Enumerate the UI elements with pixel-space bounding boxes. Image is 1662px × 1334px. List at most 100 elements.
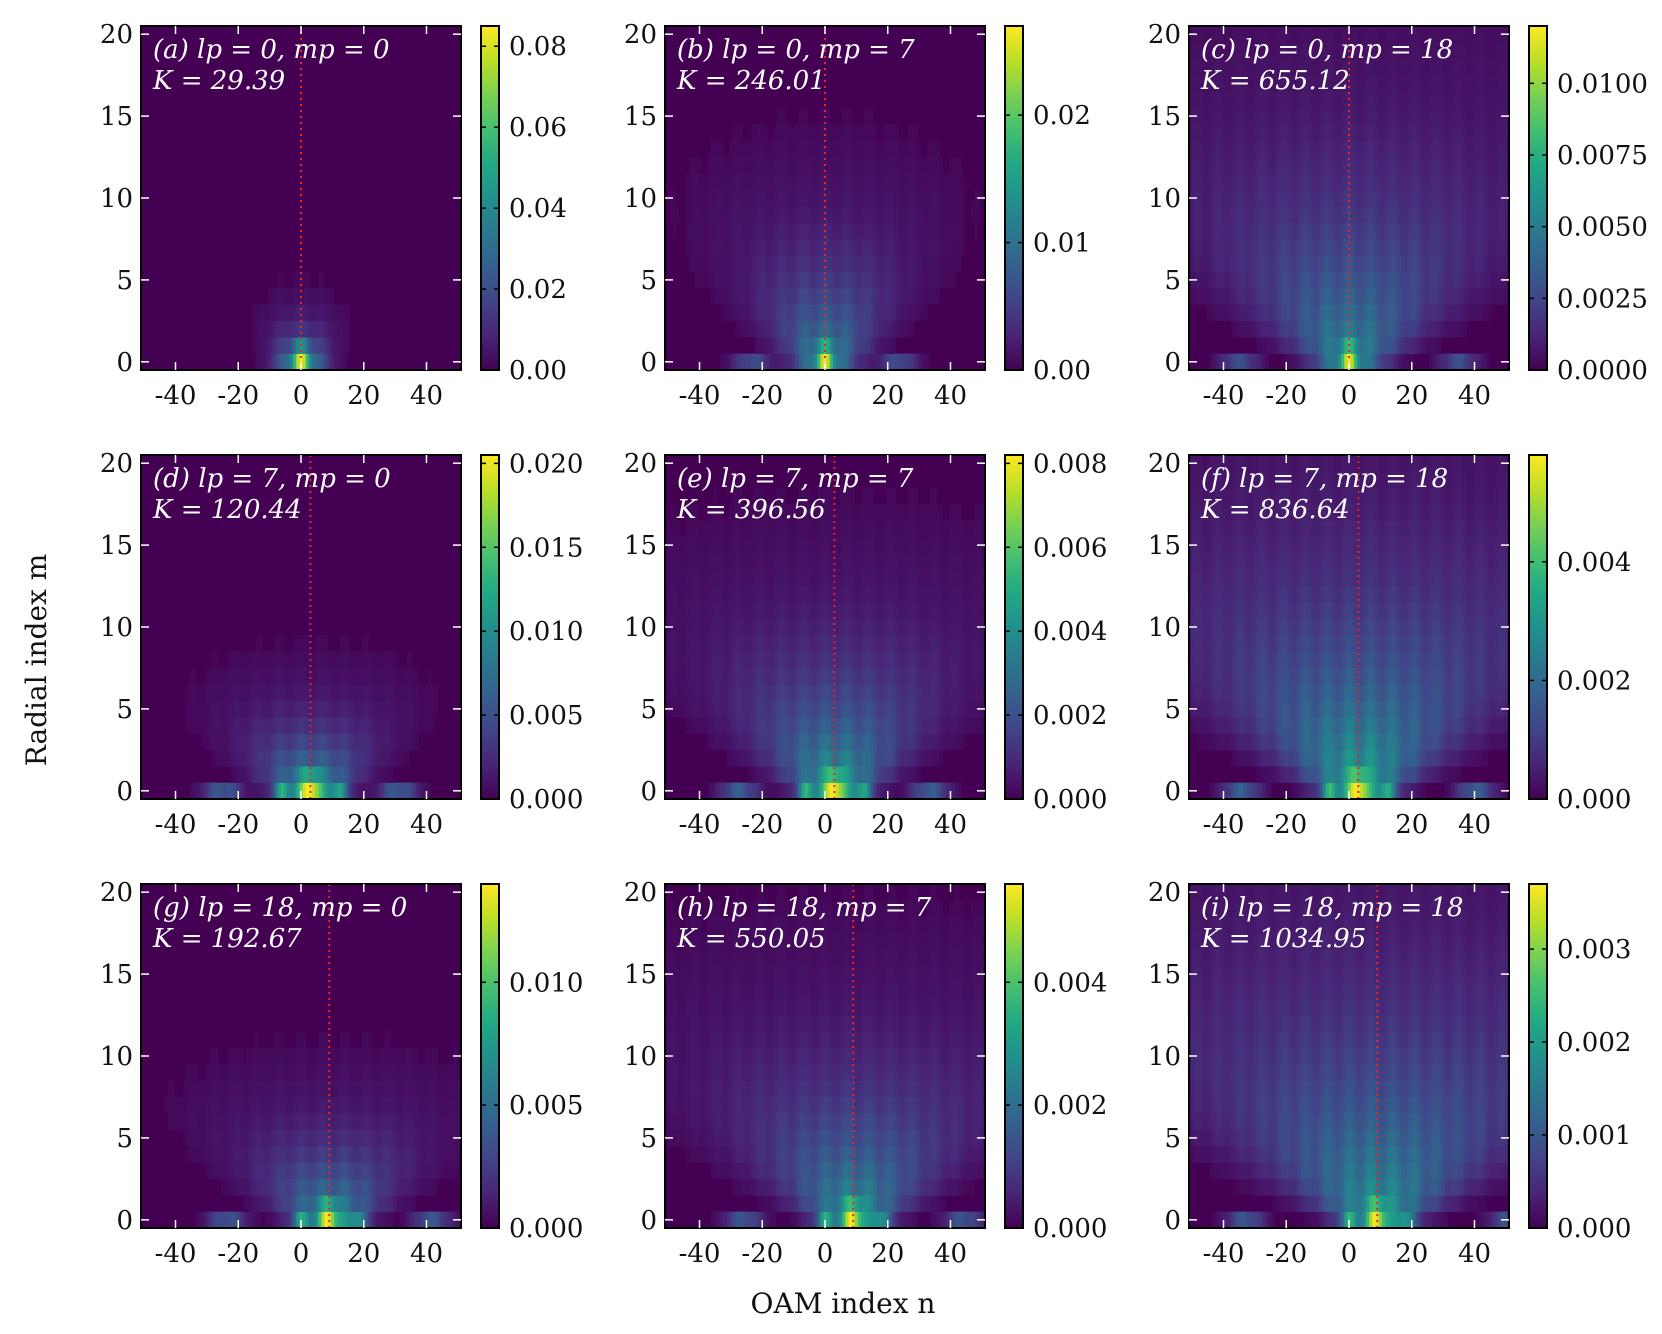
heatmap-cell bbox=[324, 667, 328, 685]
heatmap-cell bbox=[870, 651, 874, 669]
heatmap-cell bbox=[898, 173, 903, 191]
heatmap-cell bbox=[1491, 26, 1496, 43]
heatmap-cell bbox=[1479, 58, 1483, 76]
heatmap-cell bbox=[1498, 173, 1502, 191]
heatmap-cell bbox=[905, 684, 909, 702]
heatmap-cell bbox=[371, 667, 376, 685]
heatmap-cell bbox=[1303, 222, 1307, 240]
heatmap-cell bbox=[785, 700, 790, 718]
heatmap-cell bbox=[867, 189, 871, 207]
heatmap-cell bbox=[682, 651, 686, 669]
heatmap-cell bbox=[735, 238, 740, 256]
heatmap-cell bbox=[823, 651, 827, 669]
heatmap-cell bbox=[1472, 353, 1477, 371]
heatmap-cell bbox=[371, 733, 376, 751]
heatmap-cell bbox=[384, 749, 388, 767]
heatmap-cell bbox=[1372, 124, 1376, 141]
heatmap-cell bbox=[1469, 157, 1474, 174]
heatmap-cell bbox=[1234, 353, 1238, 371]
heatmap-cell bbox=[901, 288, 906, 305]
heatmap-cell bbox=[1300, 288, 1304, 305]
heatmap-cell bbox=[942, 173, 947, 191]
heatmap-cell bbox=[412, 700, 416, 718]
heatmap-cell bbox=[1259, 255, 1264, 273]
heatmap-cell bbox=[1225, 58, 1229, 76]
heatmap-cell bbox=[738, 271, 743, 289]
heatmap-cell bbox=[694, 717, 699, 734]
heatmap-cell bbox=[892, 749, 896, 767]
heatmap-cell bbox=[258, 304, 263, 322]
heatmap-cell bbox=[682, 684, 686, 702]
heatmap-cell bbox=[1375, 189, 1380, 207]
heatmap-cell bbox=[779, 255, 783, 273]
heatmap-cell bbox=[782, 766, 787, 783]
heatmap-cell bbox=[340, 782, 344, 800]
heatmap-cell bbox=[967, 700, 972, 718]
heatmap-cell bbox=[1228, 75, 1232, 92]
y-tick-label: 20 bbox=[1148, 20, 1181, 50]
heatmap-cell bbox=[1218, 58, 1223, 76]
heatmap-cell bbox=[908, 766, 912, 783]
heatmap-cell bbox=[898, 222, 903, 240]
heatmap-cell bbox=[293, 304, 297, 322]
heatmap-cell bbox=[1494, 58, 1499, 76]
heatmap-cell bbox=[1240, 304, 1245, 322]
heatmap-cell bbox=[283, 667, 288, 685]
heatmap-cell bbox=[826, 304, 831, 322]
heatmap-cell bbox=[798, 667, 802, 685]
heatmap-cell bbox=[820, 782, 824, 800]
heatmap-cell bbox=[839, 189, 843, 207]
heatmap-cell bbox=[892, 667, 896, 685]
heatmap-cell bbox=[1460, 238, 1464, 256]
heatmap-cell bbox=[1228, 173, 1232, 191]
heatmap-cell bbox=[1331, 91, 1336, 109]
heatmap-cell bbox=[908, 206, 912, 223]
x-tick-label: 0 bbox=[817, 381, 834, 411]
heatmap-cell bbox=[1221, 353, 1226, 371]
heatmap-cell bbox=[751, 124, 755, 141]
heatmap-cell bbox=[299, 635, 303, 652]
heatmap-cell bbox=[246, 667, 250, 685]
heatmap-cell bbox=[892, 124, 896, 141]
heatmap-cell bbox=[754, 733, 758, 751]
heatmap-cell bbox=[1290, 222, 1295, 240]
heatmap-cell bbox=[1309, 353, 1314, 371]
heatmap-cell bbox=[807, 271, 812, 289]
heatmap-cell bbox=[227, 651, 231, 669]
heatmap-cell bbox=[1300, 157, 1304, 174]
heatmap-cell bbox=[1265, 304, 1270, 322]
heatmap-cell bbox=[349, 684, 354, 702]
heatmap-cell bbox=[393, 700, 397, 718]
heatmap-cell bbox=[914, 173, 918, 191]
heatmap-cell bbox=[1363, 206, 1367, 223]
heatmap-cell bbox=[1290, 353, 1295, 371]
heatmap-cell bbox=[1221, 271, 1226, 289]
heatmap-cell bbox=[1297, 353, 1301, 371]
heatmap-cell bbox=[867, 766, 871, 783]
heatmap-cell bbox=[1247, 353, 1251, 371]
heatmap-cell bbox=[716, 271, 721, 289]
heatmap-cell bbox=[848, 353, 852, 371]
heatmap-cell bbox=[1234, 255, 1238, 273]
heatmap-cell bbox=[829, 717, 834, 734]
heatmap-cell bbox=[1221, 91, 1226, 109]
heatmap-cell bbox=[801, 238, 805, 256]
heatmap-cell bbox=[1215, 189, 1220, 207]
heatmap-cell bbox=[886, 189, 890, 207]
heatmap-cell bbox=[773, 320, 777, 338]
heatmap-cell bbox=[876, 304, 881, 322]
heatmap-cell bbox=[318, 733, 322, 751]
heatmap-cell bbox=[945, 222, 950, 240]
heatmap-cell bbox=[923, 782, 928, 800]
heatmap-cell bbox=[1328, 238, 1333, 256]
heatmap-cell bbox=[1341, 58, 1345, 76]
heatmap-cell bbox=[901, 700, 906, 718]
heatmap-cell bbox=[1482, 75, 1486, 92]
heatmap-cell bbox=[1388, 75, 1392, 92]
heatmap-cell bbox=[895, 222, 900, 240]
heatmap-cell bbox=[421, 717, 426, 734]
heatmap-cell bbox=[1309, 255, 1314, 273]
heatmap-cell bbox=[214, 749, 219, 767]
heatmap-cell bbox=[217, 733, 222, 751]
